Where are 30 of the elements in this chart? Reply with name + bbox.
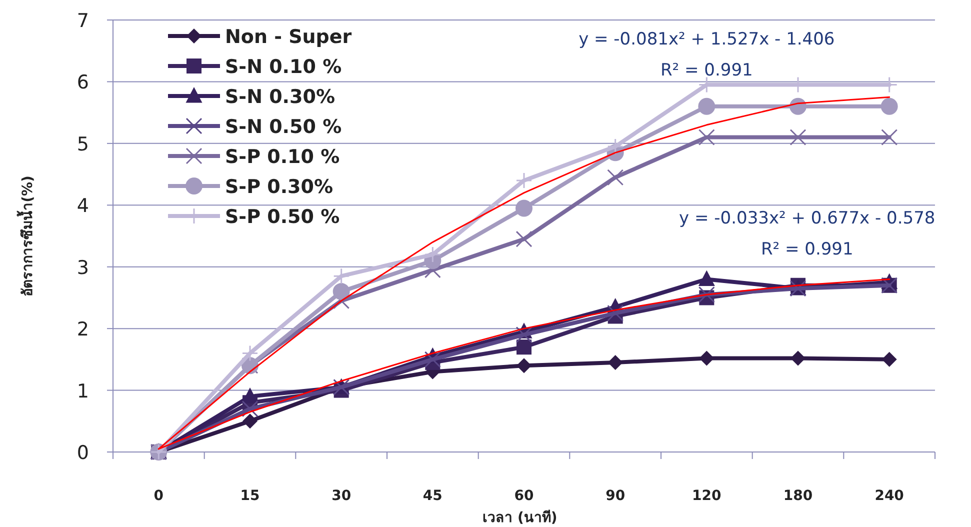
legend-label: S-P 0.50 % xyxy=(225,206,340,228)
legend-label: S-P 0.30% xyxy=(225,176,334,198)
x-tick-label: 0 xyxy=(154,488,164,504)
x-tick-label: 60 xyxy=(514,488,534,504)
x-tick-label: 120 xyxy=(692,488,722,504)
x-axis-title: เวลา (นาที) xyxy=(482,510,558,526)
annotation: y = -0.081x² + 1.527x - 1.406 xyxy=(578,30,835,50)
legend-label: S-N 0.30% xyxy=(225,86,336,108)
y-tick-label: 7 xyxy=(76,10,89,32)
annotation: R² = 0.991 xyxy=(660,60,753,81)
annotation: y = -0.033x² + 0.677x - 0.578 xyxy=(679,208,936,229)
x-tick-label: 90 xyxy=(606,488,626,504)
y-tick-label: 6 xyxy=(76,72,89,94)
y-tick-label: 5 xyxy=(76,133,89,156)
x-tick-label: 30 xyxy=(332,488,352,504)
legend-label: Non - Super xyxy=(225,26,352,48)
x-tick-label: 45 xyxy=(422,488,442,504)
x-tick-label: 240 xyxy=(874,488,904,504)
y-tick-label: 3 xyxy=(76,256,89,279)
legend-label: S-N 0.10 % xyxy=(225,56,342,78)
y-tick-label: 0 xyxy=(76,442,89,464)
y-axis-title: อัตราการซึมน้ำ(%) xyxy=(16,176,36,296)
y-tick-label: 1 xyxy=(76,380,89,402)
y-tick-label: 2 xyxy=(76,318,89,341)
x-tick-label: 180 xyxy=(783,488,813,504)
y-tick-label: 4 xyxy=(76,195,89,218)
annotation: R² = 0.991 xyxy=(760,240,854,260)
x-tick-label: 15 xyxy=(240,488,260,504)
legend-label: S-P 0.10 % xyxy=(225,146,340,168)
legend-label: S-N 0.50 % xyxy=(225,116,342,138)
